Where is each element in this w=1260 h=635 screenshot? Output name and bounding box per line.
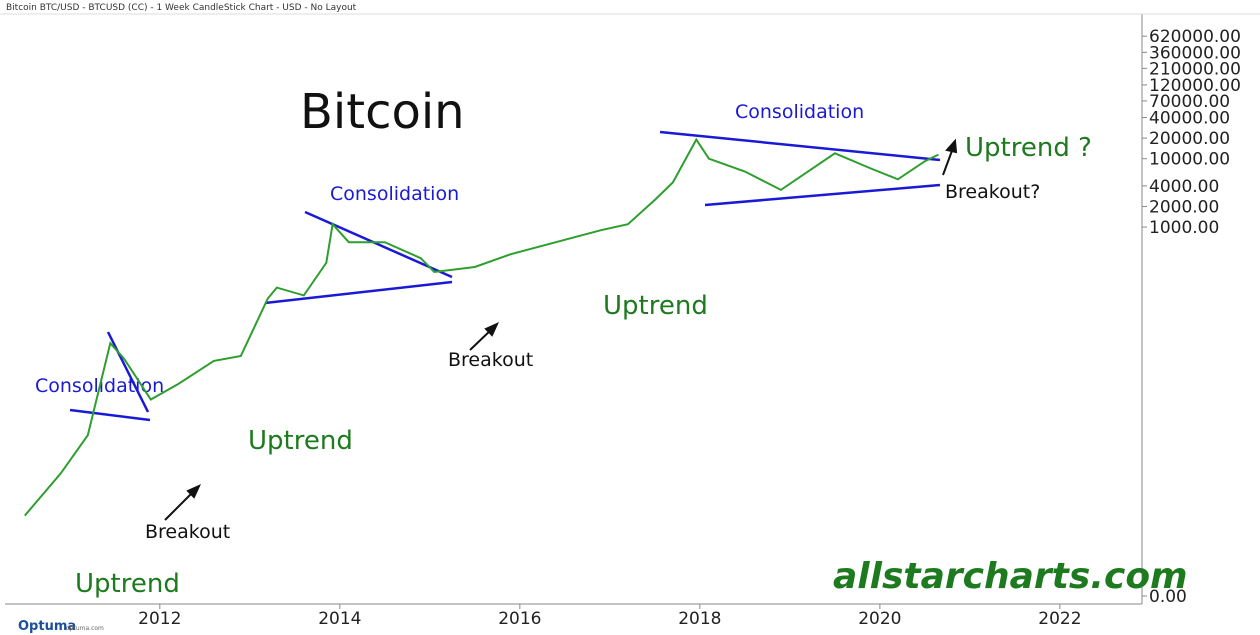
annotation: Breakout?: [945, 181, 1040, 203]
trend-line: [704, 183, 941, 207]
x-tick-label: 2014: [318, 609, 361, 629]
y-tick-label: 120000.00: [1149, 76, 1241, 96]
x-tick-label: 2012: [138, 609, 181, 629]
y-tick-label: 4000.00: [1149, 177, 1219, 197]
y-tick-label: 10000.00: [1149, 150, 1230, 170]
y-tick-label: 70000.00: [1149, 92, 1230, 112]
arrows: [164, 138, 958, 521]
footer-brand: Optuma: [18, 619, 76, 634]
trend-line: [69, 408, 151, 422]
annotation: Breakout: [145, 521, 230, 543]
arrow-head: [186, 483, 202, 499]
y-tick-label: 20000.00: [1149, 129, 1230, 149]
header: Bitcoin BTC/USD - BTCUSD (CC) - 1 Week C…: [6, 3, 357, 13]
annotation: Consolidation: [330, 183, 459, 205]
y-tick-label: 0.00: [1149, 587, 1187, 607]
y-tick-label: 40000.00: [1149, 109, 1230, 129]
chart-title: Bitcoin: [300, 84, 465, 140]
annotation: Consolidation: [735, 101, 864, 123]
arrow-head: [484, 321, 500, 337]
arrow: [942, 147, 954, 176]
x-tick-label: 2022: [1038, 609, 1081, 629]
annotation: Breakout: [448, 349, 533, 371]
trend-line: [659, 130, 941, 162]
annotation: Uptrend: [248, 426, 353, 456]
y-tick-label: 360000.00: [1149, 43, 1241, 63]
x-tick-label: 2020: [858, 609, 901, 629]
y-tick-label: 210000.00: [1149, 59, 1241, 79]
annotation: Uptrend ?: [965, 133, 1092, 163]
arrow-head: [945, 138, 958, 154]
annotation: Uptrend: [603, 291, 708, 321]
y-tick-label: 1000.00: [1149, 218, 1219, 238]
y-tick-label: 2000.00: [1149, 197, 1219, 217]
arrow: [164, 489, 196, 521]
x-tick-label: 2018: [678, 609, 721, 629]
y-tick-label: 620000.00: [1149, 27, 1241, 47]
x-tick-label: 2016: [498, 609, 541, 629]
annotation: Uptrend: [75, 569, 180, 599]
trend-line: [106, 331, 150, 413]
footer-site: optuma.com: [66, 625, 104, 632]
watermark: allstarcharts.com: [833, 556, 1188, 597]
trend-line: [264, 280, 453, 305]
price-line: [24, 137, 939, 517]
